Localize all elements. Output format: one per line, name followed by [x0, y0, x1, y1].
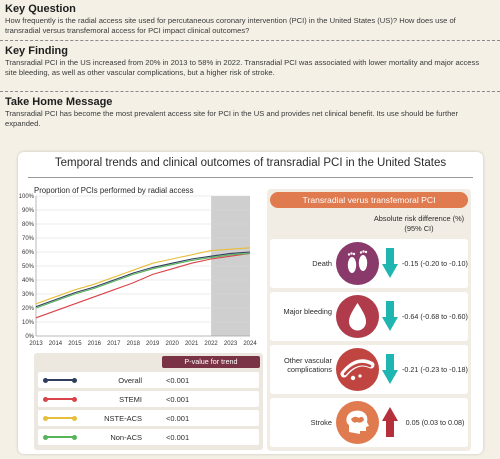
- down-arrow-icon: [382, 354, 398, 384]
- outcome-row-major-bleeding: Major bleeding -0.64 (-0.68 to -0.60): [270, 292, 468, 341]
- y-tick-label: 80%: [22, 222, 35, 228]
- outcome-label: Stroke: [310, 418, 332, 427]
- x-tick-label: 2024: [243, 341, 257, 347]
- key-question-text: How frequently is the radial access site…: [5, 16, 456, 36]
- title-underline: [28, 177, 473, 178]
- outcome-value: -0.64 (-0.68 to -0.60): [402, 312, 468, 321]
- series-line-non-acs: [35, 252, 251, 309]
- outcomes-comparison: Transradial verus transfemoral PCI Absol…: [267, 189, 471, 451]
- outcome-row-stroke: Stroke 0.05 (0.03 to 0.08): [270, 398, 468, 447]
- brain-head-icon: [336, 401, 379, 444]
- p-value-header: P-value for trend: [162, 356, 260, 368]
- outcome-value: -0.15 (-0.20 to -0.10): [402, 259, 468, 268]
- take-home-text: Transradial PCI has become the most prev…: [5, 109, 459, 129]
- take-home-heading: Take Home Message: [5, 96, 113, 108]
- legend-line: [44, 398, 74, 400]
- x-tick-label: 2015: [68, 341, 82, 347]
- outcome-label: Major bleeding: [283, 307, 332, 316]
- legend-dot: [72, 377, 77, 383]
- x-tick-label: 2013: [29, 341, 43, 347]
- legend-line: [44, 379, 74, 381]
- y-tick-label: 60%: [22, 250, 35, 256]
- legend-p-value: <0.001: [166, 376, 190, 385]
- x-tick-label: 2019: [146, 341, 160, 347]
- legend-row-stemi: STEMI <0.001: [38, 391, 259, 407]
- legend-dot: [43, 434, 48, 440]
- outcome-row-vascular: Other vascular complications -0.21 (-0.2…: [270, 345, 468, 394]
- comparison-header: Transradial verus transfemoral PCI: [270, 192, 468, 208]
- key-finding-heading: Key Finding: [5, 45, 68, 57]
- legend-dot: [72, 415, 77, 421]
- outcome-row-death: Death -0.15 (-0.20 to -0.10): [270, 239, 468, 288]
- series-line-stemi: [35, 252, 251, 319]
- legend-p-value: <0.001: [166, 395, 190, 404]
- y-tick-label: 0%: [25, 334, 34, 340]
- x-tick-label: 2020: [166, 341, 180, 347]
- chart-title: Proportion of PCIs performed by radial a…: [34, 186, 194, 195]
- x-tick-label: 2017: [107, 341, 121, 347]
- y-tick-label: 50%: [22, 264, 35, 270]
- outcome-label: Other vascular complications: [283, 356, 332, 375]
- down-arrow-icon: [382, 301, 398, 331]
- blood-vessel-icon: [336, 348, 379, 391]
- legend-line: [44, 436, 74, 438]
- y-tick-label: 70%: [22, 236, 35, 242]
- legend-dot: [72, 396, 77, 402]
- legend-dot: [43, 377, 48, 383]
- up-arrow-icon: [382, 407, 398, 437]
- key-question-heading: Key Question: [5, 3, 76, 15]
- y-tick-label: 100%: [19, 194, 35, 200]
- blood-drop-icon: [336, 295, 379, 338]
- down-arrow-icon: [382, 248, 398, 278]
- legend-row-overall: Overall <0.001: [38, 372, 259, 388]
- x-tick-label: 2016: [88, 341, 102, 347]
- divider: [0, 91, 500, 92]
- trend-line-chart: 0% 10% 20% 30% 40% 50% 60% 70% 80% 90% 100% 2013 201…: [19, 194, 258, 347]
- x-tick-label: 2018: [127, 341, 141, 347]
- outcome-label: Death: [312, 259, 332, 268]
- legend-p-value: <0.001: [166, 433, 190, 442]
- y-tick-label: 30%: [22, 292, 35, 298]
- legend-dot: [43, 415, 48, 421]
- risk-difference-header: Absolute risk difference (%) (95% CI): [367, 214, 471, 233]
- panel-title: Temporal trends and clinical outcomes of…: [54, 157, 447, 169]
- legend-table: P-value for trend Overall <0.001 STEMI <…: [34, 353, 263, 450]
- key-finding-text: Transradial PCI in the US increased from…: [5, 58, 480, 78]
- legend-name: STEMI: [119, 395, 142, 404]
- risk-difference-header-line1: Absolute risk difference (%): [373, 214, 465, 223]
- legend-row-non-acs: Non-ACS <0.001: [38, 429, 259, 445]
- risk-difference-header-line2: (95% CI): [404, 223, 434, 233]
- legend-dot: [72, 434, 77, 440]
- x-tick-label: 2021: [185, 341, 199, 347]
- series-line-nste-acs: [35, 247, 251, 305]
- outcome-value: 0.05 (0.03 to 0.08): [405, 418, 465, 427]
- series-line-overall: [35, 251, 251, 308]
- divider: [0, 40, 500, 41]
- legend-p-value: <0.001: [166, 414, 190, 423]
- x-tick-label: 2022: [204, 341, 218, 347]
- x-tick-label: 2023: [224, 341, 238, 347]
- legend-dot: [43, 396, 48, 402]
- y-tick-label: 40%: [22, 278, 35, 284]
- y-tick-label: 20%: [22, 306, 35, 312]
- x-tick-label: 2014: [49, 341, 63, 347]
- legend-name: Non-ACS: [110, 433, 142, 442]
- legend-row-nste-acs: NSTE-ACS <0.001: [38, 410, 259, 426]
- legend-line: [44, 417, 74, 419]
- y-tick-label: 90%: [22, 208, 35, 214]
- legend-name: NSTE-ACS: [104, 414, 142, 423]
- outcome-value: -0.21 (-0.23 to -0.18): [402, 365, 468, 374]
- y-tick-label: 10%: [22, 320, 35, 326]
- figure-panel: Temporal trends and clinical outcomes of…: [18, 152, 483, 454]
- footprints-icon: [336, 242, 379, 285]
- legend-name: Overall: [118, 376, 142, 385]
